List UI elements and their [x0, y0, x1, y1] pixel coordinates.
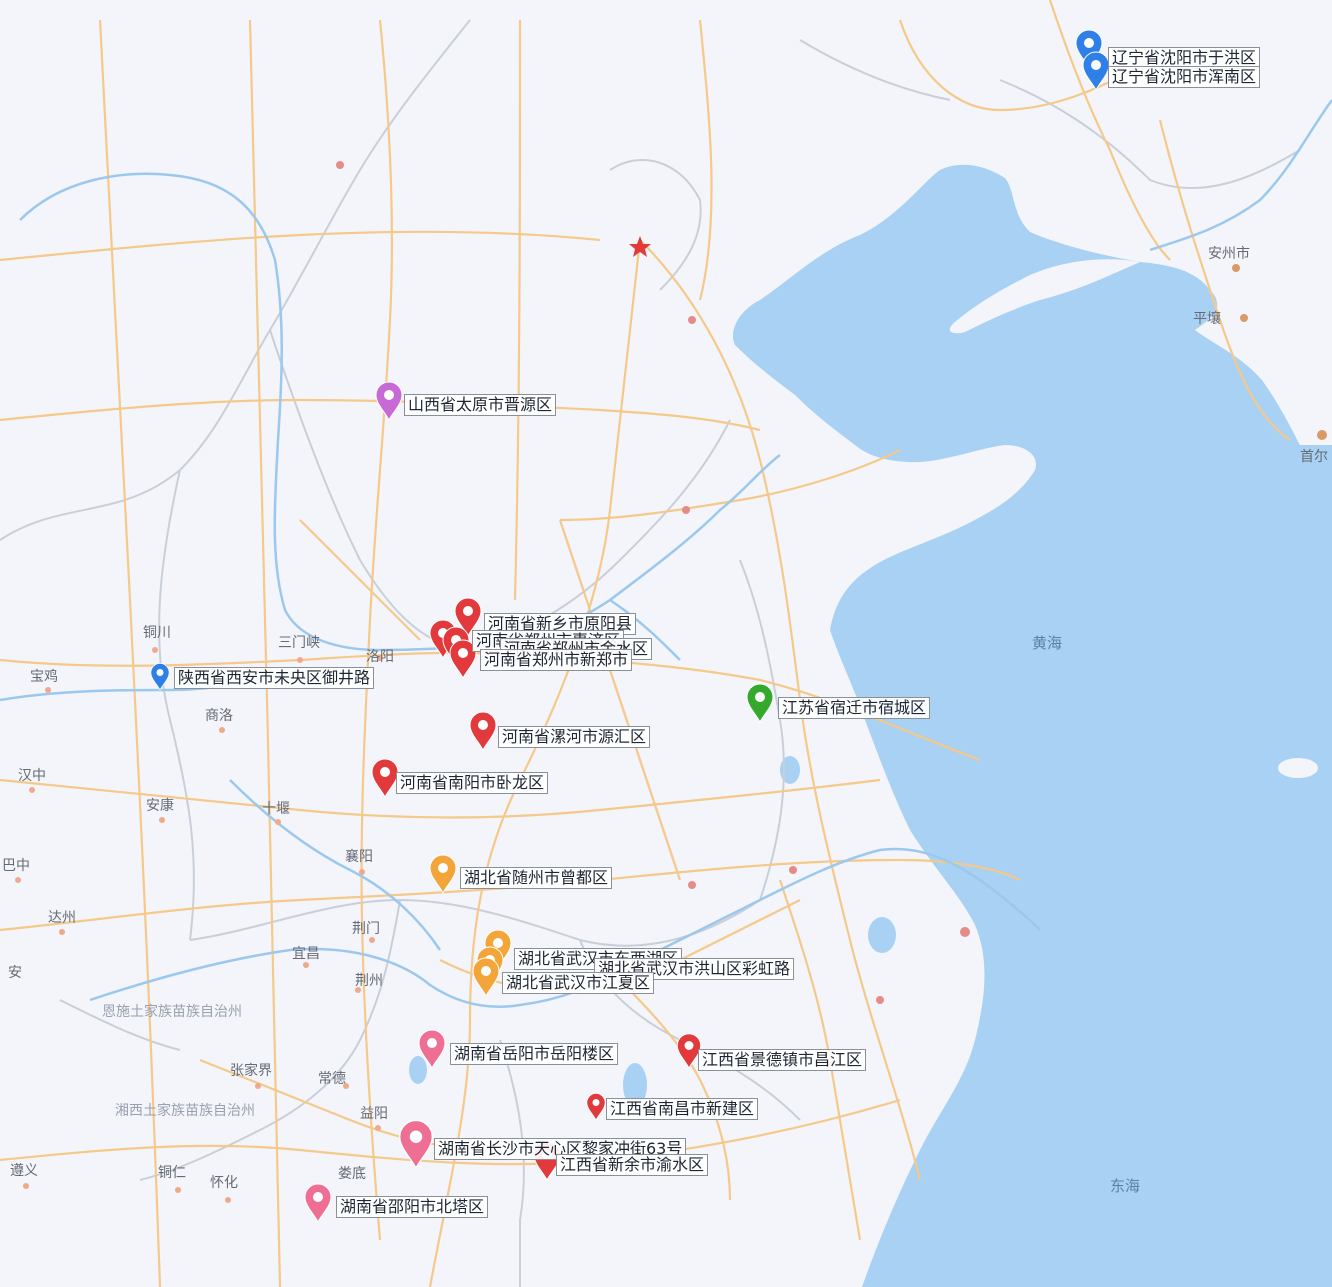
map-pin-icon[interactable]	[429, 854, 457, 895]
marker-label-nanyang[interactable]: 河南省南阳市卧龙区	[396, 772, 549, 794]
lake	[409, 1056, 427, 1084]
marker-label-nanchang[interactable]: 江西省南昌市新建区	[606, 1098, 759, 1120]
marker-label-taiyuan[interactable]: 山西省太原市晋源区	[404, 394, 557, 416]
marker-label-xian[interactable]: 陕西省西安市未央区御井路	[174, 667, 375, 689]
place-label: 商洛	[205, 708, 233, 724]
place-label: 平壤	[1193, 311, 1221, 327]
map-pin-icon[interactable]	[469, 711, 497, 752]
place-label: 娄底	[338, 1166, 366, 1182]
marker-label-zhengzhou-c[interactable]: 河南省郑州市新郑市	[480, 649, 633, 671]
place-label: 张家界	[230, 1063, 272, 1079]
marker-label-jingdezhen[interactable]: 江西省景德镇市昌江区	[698, 1049, 867, 1071]
place-label: 襄阳	[345, 849, 373, 865]
marker-label-shenyang-b[interactable]: 辽宁省沈阳市浑南区	[1108, 66, 1261, 88]
marker-label-wuhan-c[interactable]: 湖北省武汉市江夏区	[502, 972, 655, 994]
marker-label-suqian[interactable]: 江苏省宿迁市宿城区	[778, 697, 931, 719]
place-label: 宜昌	[292, 946, 320, 962]
marker-label-xinyu[interactable]: 江西省新余市渝水区	[556, 1154, 709, 1176]
place-label: 安州市	[1208, 246, 1250, 262]
map-pin-icon[interactable]	[454, 597, 482, 638]
lake	[868, 917, 896, 953]
place-label: 安	[8, 965, 22, 981]
map-pin-icon[interactable]	[304, 1183, 332, 1224]
marker-label-shaoyang[interactable]: 湖南省邵阳市北塔区	[336, 1196, 489, 1218]
place-label: 益阳	[360, 1106, 388, 1122]
place-label: 首尔	[1300, 449, 1328, 465]
island	[1278, 758, 1318, 778]
place-label: 安康	[146, 798, 174, 814]
sea-area	[732, 164, 1332, 1287]
place-label: 铜仁	[158, 1165, 186, 1181]
map-pin-icon[interactable]	[472, 957, 500, 998]
place-label: 宝鸡	[30, 669, 58, 685]
map-pin-icon[interactable]	[449, 639, 477, 680]
place-label: 荆门	[352, 921, 380, 937]
map-pin-icon[interactable]	[371, 758, 399, 799]
map-pin-icon[interactable]	[586, 1093, 606, 1121]
sea-label-yellow-sea: 黄海	[1032, 634, 1063, 652]
place-label: 巴中	[2, 858, 30, 874]
city-dots	[15, 161, 1327, 1203]
place-label: 三门峡	[278, 635, 320, 651]
map-pin-icon[interactable]	[1082, 51, 1110, 92]
place-label: 洛阳	[366, 649, 394, 665]
map-pin-icon[interactable]	[150, 663, 170, 691]
map-pin-icon[interactable]	[399, 1119, 433, 1170]
liaodong-peninsula	[949, 259, 1140, 334]
sea-label-east-china-sea: 东海	[1110, 1177, 1141, 1195]
place-label: 铜川	[143, 625, 171, 641]
marker-label-luohe[interactable]: 河南省漯河市源汇区	[498, 726, 651, 748]
marker-label-suizhou[interactable]: 湖北省随州市曾都区	[460, 867, 613, 889]
map-pin-icon[interactable]	[746, 683, 774, 724]
province-borders	[0, 19, 1301, 1287]
place-label: 达州	[48, 910, 76, 926]
place-label: 常德	[318, 1071, 346, 1087]
place-label: 荆州	[355, 973, 383, 989]
place-label: 十堰	[262, 801, 290, 817]
korean-peninsula	[1195, 240, 1332, 445]
capital-star-icon	[629, 236, 651, 257]
place-label: 怀化	[210, 1175, 238, 1191]
marker-label-xinxiang[interactable]: 河南省新乡市原阳县	[484, 613, 637, 635]
map-pin-icon[interactable]	[375, 381, 403, 422]
map-pin-icon[interactable]	[676, 1033, 702, 1070]
place-label: 湘西土家族苗族自治州	[115, 1103, 255, 1119]
lake	[623, 1063, 647, 1107]
place-label: 汉中	[18, 768, 46, 784]
place-label: 恩施土家族苗族自治州	[102, 1004, 242, 1020]
place-label: 遵义	[10, 1163, 38, 1179]
marker-label-yueyang[interactable]: 湖南省岳阳市岳阳楼区	[450, 1043, 619, 1065]
lake	[780, 756, 800, 784]
map-pin-icon[interactable]	[418, 1029, 446, 1070]
